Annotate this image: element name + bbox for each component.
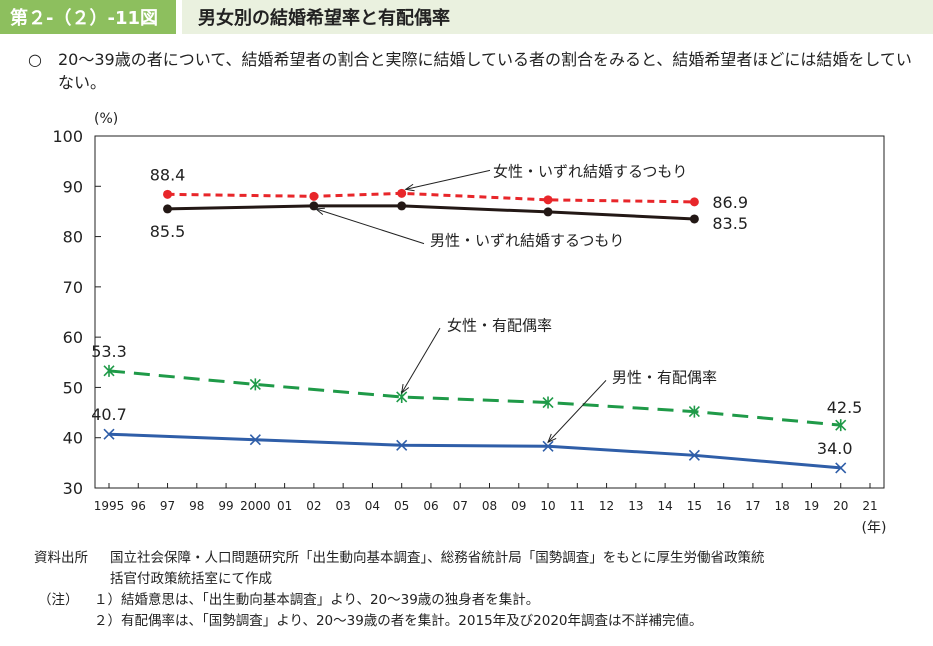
series-point-3: [396, 439, 408, 451]
series-point-0: [689, 197, 699, 207]
x-tick-label: 03: [336, 499, 351, 513]
series-point-1: [397, 201, 407, 211]
series-point-1: [689, 214, 699, 224]
x-tick-label: 21: [862, 499, 877, 513]
x-tick-label: 19: [804, 499, 819, 513]
x-tick-label: 04: [365, 499, 380, 513]
leader-3: [547, 380, 607, 443]
series-point-2: [688, 405, 700, 418]
series-label-2: 女性・有配偶率: [447, 317, 552, 335]
series-point-0: [397, 188, 407, 198]
summary: ○ 20～39歳の者について、結婚希望者の割合と実際に結婚している者の割合をみる…: [28, 48, 918, 94]
x-tick-label: 1995: [94, 499, 125, 513]
series-point-1: [309, 201, 319, 211]
y-tick-label: 80: [63, 228, 83, 247]
x-tick-label: 98: [189, 499, 204, 513]
leader-0: [405, 169, 491, 190]
y-tick-label: 50: [63, 378, 83, 397]
y-tick-label: 70: [63, 278, 83, 297]
x-tick-label: 16: [716, 499, 731, 513]
series-point-2: [249, 378, 261, 391]
series-label-1: 男性・いずれ結婚するつもり: [430, 232, 624, 250]
leader-3-head: [547, 433, 557, 444]
note-2: ２）有配偶率は、「国勢調査」より、20～39歳の者を集計。2015年及び2020…: [94, 613, 703, 629]
data-label: 40.7: [91, 405, 127, 424]
x-tick-label: 18: [775, 499, 790, 513]
note-label: （注）: [38, 592, 79, 608]
x-tick-label: 08: [482, 499, 497, 513]
leader-0-head: [404, 183, 415, 192]
data-label: 53.3: [91, 342, 127, 361]
figure-title: 男女別の結婚希望率と有配偶率: [176, 0, 933, 34]
y-tick-label: 30: [63, 479, 83, 498]
source-text: 国立社会保障・人口問題研究所「出生動向基本調査」、総務省統計局「国勢調査」をもと…: [110, 550, 765, 566]
series-line-3: [108, 432, 841, 470]
x-tick-label: 99: [218, 499, 233, 513]
data-label: 34.0: [817, 439, 853, 458]
source-label: 資料出所: [34, 550, 88, 566]
series-point-3: [835, 462, 847, 474]
summary-text: 20～39歳の者について、結婚希望者の割合と実際に結婚している者の割合をみると、…: [58, 50, 912, 92]
summary-bullet: ○: [28, 50, 42, 69]
notes: 資料出所 国立社会保障・人口問題研究所「出生動向基本調査」、総務省統計局「国勢調…: [34, 548, 924, 632]
series-point-3: [688, 449, 700, 461]
data-label: 85.5: [150, 222, 186, 241]
figure-number: 第２-（２）-11図: [0, 0, 176, 34]
series-line-1: [167, 204, 695, 221]
series-point-0: [309, 191, 319, 201]
figure-header: 第２-（２）-11図 男女別の結婚希望率と有配偶率: [0, 0, 933, 34]
line-chart: 30 40 50 60 70 80 90 100 (%) 1995 96 97 98 99 2000 01 02…: [52, 111, 887, 536]
series-line-0: [167, 191, 695, 204]
x-tick-label: 13: [628, 499, 643, 513]
series-point-2: [103, 364, 115, 377]
series-point-3: [103, 428, 115, 440]
source-text-cont: 括官付政策統括室にて作成: [110, 571, 272, 587]
series-point-1: [163, 204, 173, 214]
series-label-3: 男性・有配偶率: [612, 368, 717, 386]
x-tick-label: 20: [833, 499, 848, 513]
series-point-1: [543, 207, 553, 217]
data-label: 88.4: [150, 165, 186, 184]
x-tick-label: 15: [687, 499, 702, 513]
series-point-2: [542, 396, 554, 409]
x-tick-label: 11: [570, 499, 585, 513]
series-point-2: [835, 419, 847, 432]
x-tick-label: 12: [599, 499, 614, 513]
series-point-3: [249, 434, 261, 446]
series-line-2: [108, 369, 841, 427]
x-tick-label: 2000: [240, 499, 271, 513]
note-1: １）結婚意思は、「出生動向基本調査」より、20～39歳の独身者を集計。: [94, 592, 540, 608]
data-label: 42.5: [827, 398, 863, 417]
x-tick-label: 96: [131, 499, 146, 513]
x-tick-label: 01: [277, 499, 292, 513]
data-label: 83.5: [712, 214, 748, 233]
series-point-0: [543, 195, 553, 205]
data-label: 86.9: [712, 193, 748, 212]
y-tick-label: 60: [63, 328, 83, 347]
leader-1: [315, 208, 425, 245]
leader-2-head: [401, 384, 410, 395]
series-label-0: 女性・いずれ結婚するつもり: [493, 162, 687, 180]
x-tick-label: 14: [657, 499, 672, 513]
leader-2: [401, 327, 441, 394]
series-point-3: [542, 440, 554, 452]
y-tick-label: 100: [52, 127, 83, 146]
x-axis-label: (年): [862, 520, 887, 536]
y-tick-label: 40: [63, 429, 83, 448]
y-tick-label: 90: [63, 177, 83, 196]
x-tick-label: 02: [306, 499, 321, 513]
x-tick-label: 09: [511, 499, 526, 513]
y-axis-label: (%): [94, 111, 118, 127]
x-tick-label: 05: [394, 499, 409, 513]
x-tick-label: 10: [540, 499, 555, 513]
leader-1-head: [314, 207, 325, 216]
x-tick-label: 07: [453, 499, 468, 513]
x-tick-label: 97: [160, 499, 175, 513]
x-tick-label: 06: [423, 499, 438, 513]
series-point-0: [163, 189, 173, 199]
x-tick-label: 17: [745, 499, 760, 513]
plot-frame: [94, 135, 885, 489]
